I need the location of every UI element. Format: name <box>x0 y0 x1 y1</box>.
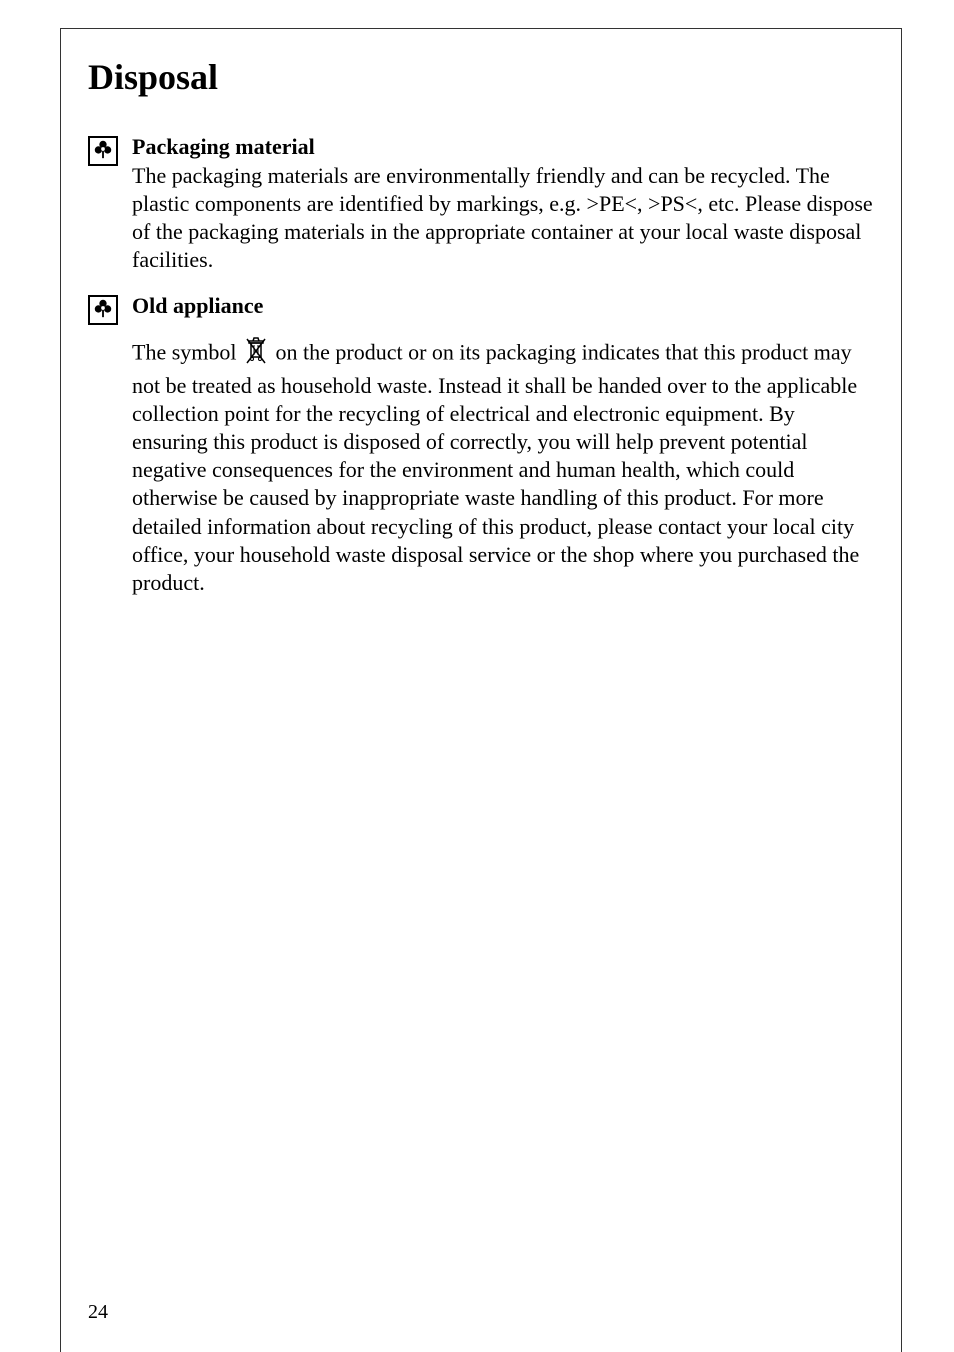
section-packaging: Packaging material The packaging materia… <box>88 134 874 275</box>
clover-icon-box <box>88 136 118 166</box>
section-heading: Old appliance <box>132 293 874 319</box>
page-title: Disposal <box>88 56 874 98</box>
section-text: Packaging material The packaging materia… <box>132 134 874 275</box>
page-number: 24 <box>88 1301 108 1324</box>
clover-icon <box>92 138 114 164</box>
clover-icon-box <box>88 295 118 325</box>
section-heading: Packaging material <box>132 134 874 160</box>
section-text: Old appliance The symbol on the product … <box>132 293 874 597</box>
body-after-icon: on the product or on its packaging indic… <box>132 339 859 595</box>
page-content: Disposal Packaging material The packagin… <box>88 56 874 615</box>
clover-icon <box>92 297 114 323</box>
body-before-icon: The symbol <box>132 339 242 364</box>
weee-bin-icon <box>244 337 268 372</box>
section-body: The packaging materials are environmenta… <box>132 162 874 275</box>
section-old-appliance: Old appliance The symbol on the product … <box>88 293 874 597</box>
section-body: The symbol on the product or on its pack… <box>132 337 874 597</box>
